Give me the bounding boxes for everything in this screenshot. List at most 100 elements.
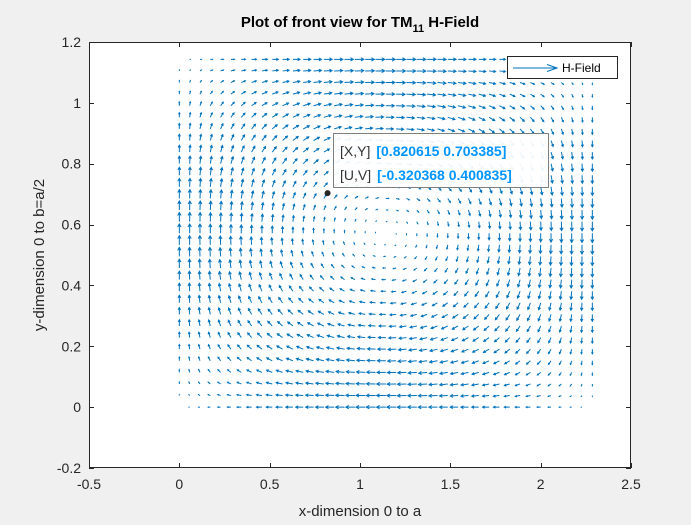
quiver-arrow — [537, 279, 542, 289]
quiver-arrow — [308, 298, 314, 304]
quiver-arrow — [217, 270, 222, 280]
quiver-arrow — [209, 122, 213, 130]
quiver-arrow — [298, 297, 304, 304]
quiver-arrow — [197, 246, 202, 257]
quiver-arrow — [481, 405, 490, 409]
quiver-arrow — [365, 370, 376, 375]
quiver-arrow — [394, 244, 397, 247]
quiver-arrow — [525, 360, 531, 365]
quiver-arrow — [560, 163, 565, 173]
quiver-arrow — [240, 178, 245, 187]
quiver-arrow — [281, 214, 285, 222]
quiver-arrow — [429, 348, 438, 353]
quiver-arrow — [548, 267, 553, 278]
quiver-arrow — [487, 233, 491, 241]
quiver-arrow — [569, 314, 573, 323]
quiver-arrow — [260, 213, 265, 222]
quiver-arrow — [415, 233, 418, 237]
quiver-arrow — [313, 102, 322, 107]
datatip-marker[interactable] — [324, 190, 331, 197]
quiver-arrow — [396, 103, 406, 108]
quiver-arrow — [437, 57, 448, 62]
quiver-arrow — [590, 256, 595, 267]
quiver-arrow — [498, 209, 502, 218]
quiver-arrow — [218, 223, 223, 234]
quiver-arrow — [442, 302, 449, 307]
quiver-arrow — [380, 289, 386, 293]
quiver-arrow — [257, 320, 263, 327]
quiver-arrow — [467, 198, 472, 205]
quiver-arrow — [323, 136, 331, 141]
quiver-arrow — [406, 393, 417, 398]
quiver-arrow — [472, 337, 480, 342]
quiver-arrow — [503, 394, 510, 398]
quiver-arrow — [591, 105, 594, 111]
quiver-arrow — [569, 198, 575, 209]
quiver-arrow — [189, 100, 192, 106]
quiver-arrow — [332, 240, 335, 245]
quiver-arrow — [187, 306, 192, 315]
quiver-arrow — [580, 198, 585, 209]
quiver-arrow — [400, 302, 407, 306]
x-tick-label: 0 — [175, 476, 183, 492]
quiver-arrow — [440, 325, 448, 330]
quiver-arrow — [323, 68, 334, 73]
title-suffix: H-Field — [424, 14, 479, 31]
quiver-arrow — [187, 177, 192, 187]
quiver-arrow — [207, 368, 211, 373]
quiver-arrow — [237, 307, 242, 315]
quiver-arrow — [251, 58, 258, 61]
quiver-arrow — [439, 348, 448, 353]
quiver-arrow — [334, 102, 344, 107]
quiver-arrow — [570, 175, 575, 185]
quiver-arrow — [431, 302, 438, 307]
quiver-arrow — [536, 395, 541, 398]
y-tick-label: 0.8 — [62, 156, 82, 172]
quiver-arrow — [527, 302, 531, 311]
quiver-arrow — [305, 357, 314, 362]
legend[interactable]: H-Field — [507, 56, 618, 79]
quiver-arrow — [519, 198, 523, 208]
quiver-arrow — [579, 221, 585, 232]
quiver-arrow — [488, 128, 496, 134]
quiver-arrow — [509, 186, 513, 195]
quiver-arrow — [313, 192, 317, 199]
quiver-arrow — [457, 221, 461, 228]
quiver-arrow — [581, 105, 584, 111]
axes-area[interactable] — [89, 42, 631, 468]
quiver-arrow — [208, 211, 213, 222]
quiver-arrow — [516, 279, 521, 288]
quiver-arrow — [255, 405, 262, 409]
quiver-arrow — [228, 258, 233, 269]
quiver-arrow — [258, 283, 263, 292]
quiver-arrow — [187, 246, 192, 257]
quiver-arrow — [438, 371, 448, 376]
quiver-arrow — [365, 126, 374, 131]
quiver-arrow — [187, 258, 192, 269]
quiver-arrow — [452, 302, 459, 308]
quiver-arrow — [457, 198, 462, 204]
quiver-arrow — [177, 318, 181, 326]
quiver-arrow — [561, 82, 565, 86]
datatip-uv-label: [U,V] — [340, 167, 371, 183]
quiver-arrow — [569, 395, 572, 398]
quiver-arrow — [178, 100, 181, 106]
quiver-arrow — [590, 221, 595, 232]
quiver-arrow — [447, 69, 458, 74]
quiver-arrow — [447, 116, 456, 121]
datatip[interactable]: [X,Y] [0.820615 0.703385] [U,V] [-0.320368… — [324, 133, 549, 197]
quiver-arrow — [209, 90, 213, 95]
quiver-arrow — [323, 57, 334, 62]
quiver-arrow — [207, 406, 211, 408]
quiver-arrow — [354, 57, 365, 62]
quiver-arrow — [257, 307, 263, 315]
quiver-arrow — [406, 92, 417, 97]
quiver-arrow — [207, 294, 212, 303]
quiver-arrow — [560, 93, 565, 98]
quiver-arrow — [518, 221, 523, 231]
quiver-arrow — [437, 104, 447, 109]
quiver-arrow — [365, 57, 376, 62]
quiver-arrow — [558, 360, 562, 366]
quiver-arrow — [590, 325, 594, 334]
